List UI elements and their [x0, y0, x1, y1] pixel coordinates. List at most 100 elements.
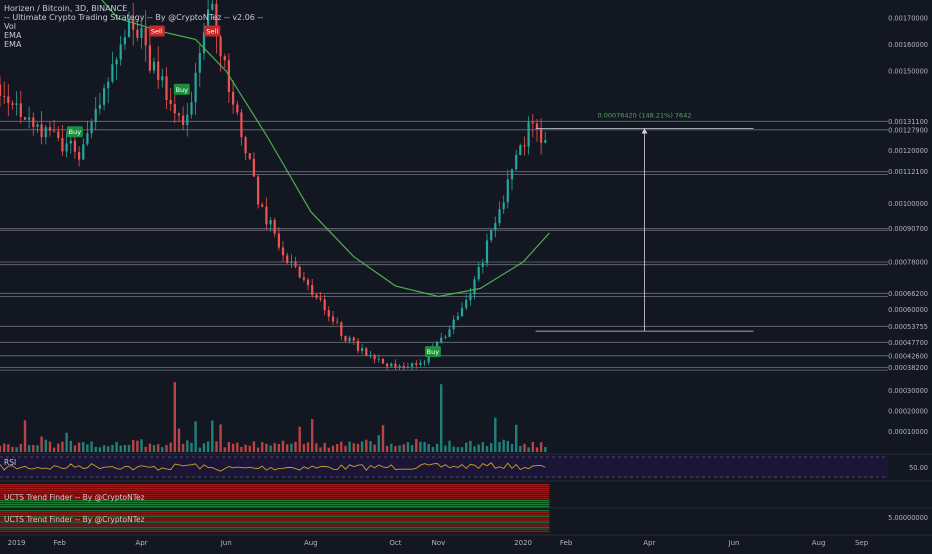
candle-body-86 — [356, 340, 360, 351]
volume-bar-74 — [306, 442, 310, 452]
candle-body-19 — [78, 151, 81, 160]
candle-body-90 — [373, 355, 376, 360]
candle-body-17 — [69, 140, 72, 144]
trend1-row-2 — [0, 488, 550, 490]
trend2-row-7 — [0, 523, 550, 525]
ema-label-2[interactable]: EMA — [4, 40, 22, 49]
axes: 0.00170000 0.00160000 0.00150000 0.00131100… — [0, 15, 932, 547]
signal-buy-2: Buy — [173, 83, 190, 95]
measure-tool[interactable]: 0.00076420 (148.21%) 7642 — [535, 112, 754, 332]
volume-bar-41 — [169, 442, 172, 452]
volume-bar-42 — [173, 382, 176, 452]
candle-body-89 — [369, 355, 372, 356]
volume-bar-31 — [127, 445, 131, 452]
time-tick-7: 2020 — [514, 539, 532, 547]
volume-bar-118 — [490, 443, 493, 452]
candle-body-88 — [365, 348, 368, 356]
trend1-row-8 — [0, 500, 550, 502]
strategy-title[interactable]: -- Ultimate Crypto Trading Strategy -- B… — [4, 13, 264, 22]
volume-bar-1 — [3, 443, 6, 452]
candle-body-121 — [502, 202, 505, 210]
volume-bar-44 — [181, 443, 185, 452]
volume-bar-3 — [11, 447, 14, 452]
volume-bar-39 — [161, 447, 164, 452]
candle-body-60 — [248, 153, 251, 159]
volume-bar-62 — [256, 447, 260, 452]
candle-body-74 — [306, 279, 310, 286]
trend-finder-label-1[interactable]: UCTS Trend Finder -- By @CryptoNTez — [4, 493, 145, 502]
volume-bar-112 — [465, 442, 468, 452]
candle-body-28 — [115, 59, 118, 65]
volume-bar-123 — [510, 444, 514, 452]
volume-bar-6 — [23, 420, 27, 452]
candle-body-78 — [323, 299, 326, 311]
vol-label[interactable]: Vol — [4, 22, 16, 31]
volume-bars — [0, 382, 547, 452]
volume-bar-76 — [315, 443, 318, 452]
candle-body-16 — [65, 143, 68, 152]
time-tick-12: Sep — [855, 539, 869, 547]
time-tick-1: Feb — [53, 539, 66, 547]
volume-bar-113 — [469, 440, 472, 452]
symbol-title[interactable]: Horizen / Bitcoin, 3D, BINANCE — [4, 4, 128, 13]
candle-body-25 — [103, 88, 106, 105]
price-tick-7: 0.00100000 — [888, 200, 928, 208]
candle-body-10 — [40, 124, 43, 138]
volume-bar-11 — [44, 439, 47, 452]
volume-bar-66 — [273, 443, 276, 452]
candle-body-68 — [281, 247, 285, 256]
volume-bar-99 — [410, 445, 414, 452]
volume-bar-82 — [340, 441, 343, 452]
volume-bar-87 — [360, 441, 364, 452]
candle-body-24 — [98, 104, 101, 109]
ema-label-1[interactable]: EMA — [4, 31, 22, 40]
volume-bar-85 — [352, 443, 355, 452]
volume-bar-94 — [390, 443, 393, 452]
candle-body-77 — [319, 297, 322, 300]
volume-tick-2: 0.00010000 — [888, 428, 928, 436]
candle-body-39 — [161, 76, 164, 81]
candle-body-126 — [523, 145, 526, 147]
volume-bar-115 — [477, 444, 480, 452]
signal-badges: Buy Sell Buy Sell Buy — [66, 25, 441, 358]
volume-bar-131 — [544, 447, 547, 452]
price-tick-12: 0.00053755 — [888, 323, 928, 331]
candle-body-107 — [444, 336, 447, 338]
candle-body-101 — [419, 362, 422, 365]
volume-bar-105 — [435, 443, 439, 452]
candle-body-61 — [252, 158, 255, 177]
signal-sell-3: Sell — [204, 25, 221, 37]
trend2-row-4 — [0, 517, 550, 519]
candle-body-46 — [190, 102, 193, 115]
volume-bar-56 — [231, 443, 235, 452]
trend2-row-3 — [0, 515, 550, 517]
volume-bar-61 — [252, 441, 256, 452]
trend-finder-label-2[interactable]: UCTS Trend Finder -- By @CryptoNTez — [4, 515, 145, 524]
candle-body-14 — [57, 131, 60, 138]
price-tick-0: 0.00170000 — [888, 15, 928, 23]
signal-badge-4 — [424, 346, 441, 358]
volume-bar-12 — [48, 441, 52, 452]
signal-text-4: Buy — [427, 348, 440, 356]
candle-body-56 — [232, 91, 235, 105]
volume-bar-78 — [323, 442, 326, 452]
candle-body-59 — [244, 137, 247, 154]
rsi-label[interactable]: RSI — [4, 458, 17, 467]
horizontal-levels[interactable] — [0, 120, 888, 371]
trend2-row-10 — [0, 529, 550, 531]
volume-bar-107 — [444, 445, 447, 452]
candle-body-100 — [415, 363, 418, 365]
signal-text-0: Buy — [69, 128, 82, 136]
candle-body-65 — [269, 220, 272, 225]
time-tick-6: Nov — [432, 539, 446, 547]
time-tick-5: Oct — [389, 539, 401, 547]
time-tick-11: Aug — [812, 539, 826, 547]
volume-bar-0 — [0, 445, 2, 452]
candle-body-87 — [361, 348, 364, 351]
trend1-row-11 — [0, 506, 550, 508]
volume-bar-93 — [385, 445, 389, 452]
candle-body-11 — [44, 127, 47, 138]
candle-body-23 — [94, 108, 97, 123]
volume-bar-84 — [348, 441, 351, 452]
